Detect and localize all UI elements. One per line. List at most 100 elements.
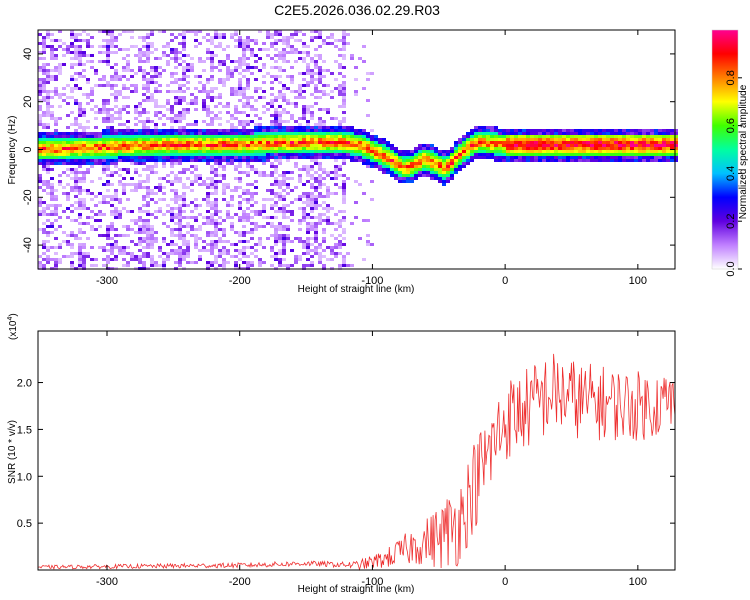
spectrogram-cell [242, 213, 246, 216]
spectrogram-cell [190, 30, 194, 33]
spectrogram-cell [322, 141, 326, 144]
spectrogram-cell [298, 123, 302, 126]
spectrogram-cell [46, 183, 50, 186]
spectrogram-cell [314, 66, 318, 69]
spectrogram-cell [530, 153, 534, 156]
colorbar: 0.00.20.40.60.8 Normalized spectral ampl… [711, 29, 749, 277]
spectrogram-cell [610, 150, 614, 153]
spectrogram-cell [402, 180, 406, 183]
spectrogram-cell [306, 84, 310, 87]
spectrogram-cell [122, 141, 126, 144]
spectrogram-cell [278, 186, 282, 189]
spectrogram-cell [310, 126, 314, 129]
spectrogram-cell [130, 219, 134, 222]
spectrogram-cell [186, 87, 190, 90]
spectrogram-cell [390, 171, 394, 174]
spectrogram-cell [318, 108, 322, 111]
spectrogram-cell [118, 168, 122, 171]
spectrogram-cell [42, 87, 46, 90]
spectrogram-cell [282, 210, 286, 213]
spectrogram-cell [566, 159, 570, 162]
spectrogram-cell [394, 153, 398, 156]
spectrogram-cell [66, 162, 70, 165]
spectrogram-cell [226, 102, 230, 105]
spectrogram-cell [238, 165, 242, 168]
spectrogram-cell [278, 240, 282, 243]
spectrogram-cell [222, 228, 226, 231]
spectrogram-cell [38, 51, 42, 54]
spectrogram-cell [626, 156, 630, 159]
spectrogram-cell [74, 189, 78, 192]
spectrogram-cell [526, 144, 530, 147]
spectrogram-cell [266, 126, 270, 129]
spectrogram-cell [214, 129, 218, 132]
spectrogram-cell [506, 159, 510, 162]
spectrogram-cell [262, 126, 266, 129]
spectrogram-cell [562, 147, 566, 150]
spectrogram-cell [218, 111, 222, 114]
spectrogram-cell [594, 144, 598, 147]
spectrogram-cell [110, 39, 114, 42]
spectrogram-cell [310, 177, 314, 180]
spectrogram-cell [334, 177, 338, 180]
spectrogram-cell [630, 150, 634, 153]
spectrogram-cell [118, 93, 122, 96]
spectrogram-cell [374, 162, 378, 165]
spectrogram-cell [114, 246, 118, 249]
spectrogram-cell [494, 153, 498, 156]
spectrogram-cell [366, 144, 370, 147]
spectrogram-cell [66, 48, 70, 51]
spectrogram-cell [270, 81, 274, 84]
spectrogram-cell [342, 102, 346, 105]
spectrogram-cell [154, 111, 158, 114]
spectrogram-cell [50, 48, 54, 51]
spectrogram-cell [54, 78, 58, 81]
spectrogram-cell [278, 258, 282, 261]
spectrogram-cell [46, 231, 50, 234]
spectrogram-cell [150, 189, 154, 192]
spectrogram-cell [174, 78, 178, 81]
spectrogram-cell [254, 228, 258, 231]
spectrogram-cell [102, 198, 106, 201]
spectrogram-cell [42, 159, 46, 162]
spectrogram-cell [594, 132, 598, 135]
spectrogram-cell [74, 72, 78, 75]
spectrogram-cell [110, 30, 114, 33]
spectrogram-cell [282, 39, 286, 42]
spectrogram-cell [370, 72, 374, 75]
spectrogram-cell [342, 201, 346, 204]
spectrogram-cell [574, 159, 578, 162]
spectrogram-cell [154, 237, 158, 240]
spectrogram-cell [126, 246, 130, 249]
spectrogram-cell [170, 183, 174, 186]
spectrogram-cell [598, 141, 602, 144]
spectrogram-cell [238, 120, 242, 123]
spectrogram-cell [106, 111, 110, 114]
spectrogram-cell [38, 177, 42, 180]
spectrogram-cell [182, 171, 186, 174]
spectrogram-cell [242, 75, 246, 78]
spectrogram-cell [170, 207, 174, 210]
spectrogram-cell [670, 159, 674, 162]
spectrogram-cell [254, 201, 258, 204]
spectrogram-cell [670, 153, 674, 156]
spectrogram-cell [46, 165, 50, 168]
snr-x-ticks: -300 -200 -100 0 100 [96, 331, 647, 588]
spectrogram-cell [302, 114, 306, 117]
spectrogram-cell [290, 153, 294, 156]
spectrogram-cell [474, 129, 478, 132]
spectrogram-cell [290, 147, 294, 150]
spectrogram-cell [326, 222, 330, 225]
spectrogram-cell [590, 129, 594, 132]
spectrogram-cell [622, 159, 626, 162]
spectrogram-cell [274, 228, 278, 231]
spectrogram-cell [574, 135, 578, 138]
spectrogram-cell [122, 135, 126, 138]
spectrogram-cell [194, 219, 198, 222]
spectrogram-cell [210, 240, 214, 243]
spectrogram-cell [190, 135, 194, 138]
spectrogram-cell [186, 150, 190, 153]
spectrogram-cell [546, 153, 550, 156]
spectrogram-cell [330, 246, 334, 249]
spectrogram-cell [50, 78, 54, 81]
